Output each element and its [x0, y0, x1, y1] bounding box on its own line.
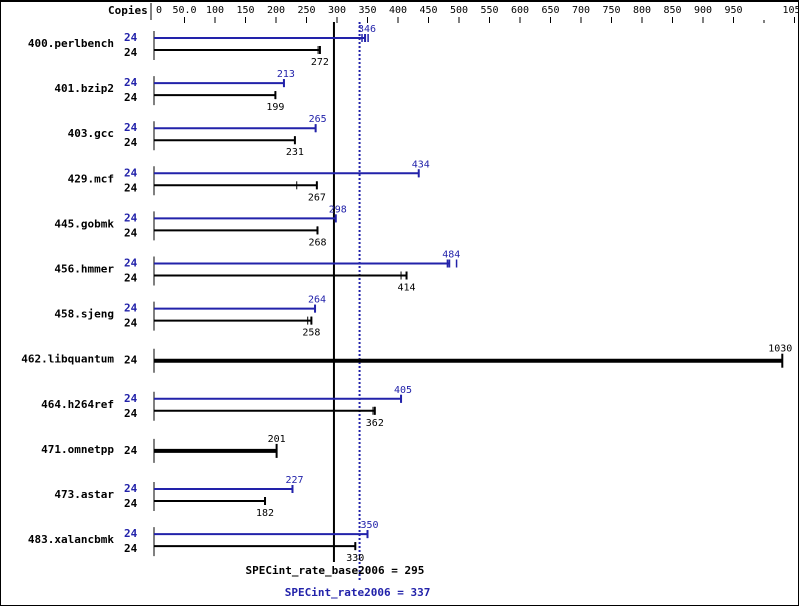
- tick-label: 900: [694, 5, 712, 16]
- tick-label: 100: [206, 5, 224, 16]
- peak-value: 227: [285, 475, 303, 486]
- tick-label: 500: [450, 5, 468, 16]
- benchmark-name: 429.mcf: [68, 172, 114, 185]
- base-copies: 24: [124, 91, 138, 104]
- peak-value: 264: [308, 295, 326, 306]
- base-value: 267: [308, 192, 326, 203]
- peak-value: 265: [309, 114, 327, 125]
- tick-label: 600: [511, 5, 529, 16]
- peak-copies: 24: [124, 257, 138, 270]
- tick-label: 650: [541, 5, 559, 16]
- benchmark-name: 401.bzip2: [54, 82, 114, 95]
- base-value: 231: [286, 147, 304, 158]
- peak-copies: 24: [124, 527, 138, 540]
- copies-header: Copies: [108, 4, 148, 17]
- peak-copies: 24: [124, 76, 138, 89]
- benchmark-name: 462.libquantum: [21, 353, 114, 366]
- tick-label: 0: [156, 5, 162, 16]
- benchmark-name: 483.xalancbmk: [28, 533, 114, 546]
- base-copies: 24: [124, 497, 138, 510]
- peak-copies: 24: [124, 166, 138, 179]
- tick-label: 350: [358, 5, 376, 16]
- peak-copies: 24: [124, 121, 138, 134]
- base-value: 182: [256, 508, 274, 519]
- tick-label: 850: [663, 5, 681, 16]
- tick-label: 750: [602, 5, 620, 16]
- base-copies: 24: [124, 46, 138, 59]
- peak-value: 350: [360, 520, 378, 531]
- tick-label: 700: [572, 5, 590, 16]
- base-value: 330: [346, 553, 364, 564]
- peak-copies: 24: [124, 482, 138, 495]
- base-value: 1030: [768, 344, 792, 355]
- tick-label: 150: [236, 5, 254, 16]
- base-value: 268: [308, 237, 326, 248]
- peak-value: 346: [358, 24, 376, 35]
- benchmark-name: 445.gobmk: [54, 217, 114, 230]
- base-value: 199: [266, 102, 284, 113]
- peak-value: 405: [394, 385, 412, 396]
- tick-label: 450: [419, 5, 437, 16]
- base-value: 201: [268, 434, 286, 445]
- peak-ref-label: SPECint_rate2006 = 337: [285, 586, 431, 599]
- tick-label: 50.0: [172, 5, 196, 16]
- tick-label: 550: [480, 5, 498, 16]
- tick-label: 250: [297, 5, 315, 16]
- benchmark-name: 400.perlbench: [28, 37, 114, 50]
- peak-copies: 24: [124, 31, 138, 44]
- base-copies: 24: [124, 226, 138, 239]
- base-copies: 24: [124, 407, 138, 420]
- base-value: 362: [366, 418, 384, 429]
- peak-value: 434: [412, 159, 430, 170]
- base-copies: 24: [124, 542, 138, 555]
- tick-label: 200: [267, 5, 285, 16]
- tick-label: 1050: [782, 5, 799, 16]
- peak-copies: 24: [124, 392, 138, 405]
- benchmark-name: 471.omnetpp: [41, 443, 114, 456]
- benchmark-name: 403.gcc: [68, 127, 114, 140]
- tick-label: 400: [389, 5, 407, 16]
- benchmark-name: 456.hmmer: [54, 263, 114, 276]
- peak-copies: 24: [124, 211, 138, 224]
- base-copies: 24: [124, 136, 138, 149]
- base-copies: 24: [124, 181, 138, 194]
- peak-value: 298: [329, 204, 347, 215]
- tick-label: 800: [633, 5, 651, 16]
- base-value: 272: [311, 57, 329, 68]
- base-copies: 24: [124, 354, 138, 367]
- base-copies: 24: [124, 272, 138, 285]
- tick-label: 300: [328, 5, 346, 16]
- base-copies: 24: [124, 317, 138, 330]
- base-value: 258: [302, 328, 320, 339]
- base-copies: 24: [124, 444, 138, 457]
- base-value: 414: [398, 283, 416, 294]
- benchmark-name: 464.h264ref: [41, 398, 114, 411]
- benchmark-name: 458.sjeng: [54, 308, 114, 321]
- peak-copies: 24: [124, 302, 138, 315]
- benchmark-name: 473.astar: [54, 488, 114, 501]
- base-ref-label: SPECint_rate_base2006 = 295: [246, 564, 425, 577]
- peak-value: 484: [442, 250, 460, 261]
- tick-label: 950: [724, 5, 742, 16]
- peak-value: 213: [277, 69, 295, 80]
